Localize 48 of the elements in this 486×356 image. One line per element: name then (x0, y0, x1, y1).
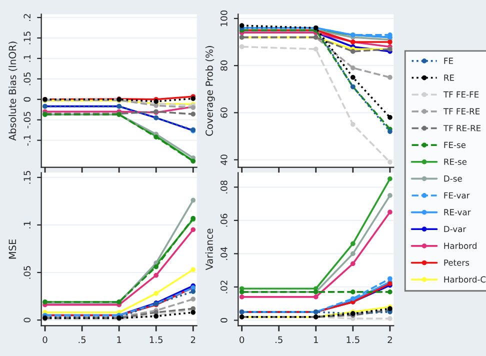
y-tick-label: .04 (220, 247, 228, 260)
legend-label: FE-se (444, 142, 466, 148)
x-tick-label: 1 (117, 336, 122, 344)
legend-label: TF RE-RE (443, 125, 481, 132)
legend-label: RE (444, 74, 454, 81)
x-tick-label: 0 (42, 336, 48, 344)
x-tick-label: .5 (78, 336, 86, 344)
y-tick-label: .06 (220, 214, 228, 227)
y-tick-label: 0 (220, 318, 228, 323)
y-tick-label: -.05 (24, 112, 31, 128)
y-tick-label: 80 (220, 60, 228, 71)
x-tick-label: 2 (190, 336, 196, 344)
legend-label: Harbord-C (444, 276, 486, 283)
y-tick-label: 0 (24, 97, 31, 102)
y-tick-label: 60 (220, 108, 228, 118)
legend-label: FE (444, 58, 453, 64)
y-tick-label: -.1 (24, 135, 30, 146)
legend-label: RE-var (444, 209, 471, 216)
y-axis-title: Absolute Bias (lnOR) (8, 42, 18, 141)
y-tick-label: .15 (24, 32, 31, 44)
x-tick-label: 2 (388, 336, 392, 344)
y-axis-title: Variance (205, 228, 213, 270)
legend-label: D-se (444, 176, 462, 182)
y-tick-label: 0 (24, 318, 31, 322)
y-tick-label: 40 (220, 154, 228, 166)
legend-label: TF FE-RE (443, 108, 480, 114)
y-tick-label: 100 (220, 10, 228, 26)
legend-label: RE-se (444, 158, 467, 165)
y-tick-label: .05 (24, 72, 31, 86)
x-tick-label: 1 (314, 336, 318, 344)
y-tick-label: .02 (220, 280, 228, 294)
legend-label: Harbord (444, 242, 476, 249)
legend-label: TF FE-FE (443, 91, 479, 98)
y-tick-label: .1 (24, 221, 30, 228)
y-axis-title: MSE (8, 239, 16, 259)
legend-label: Peters (444, 260, 470, 266)
y-tick-label: .15 (24, 171, 31, 184)
legend-label: D-var (444, 226, 466, 232)
y-tick-label: .08 (220, 180, 228, 194)
y-axis-title: Coverage Prob (%) (205, 46, 215, 136)
x-tick-label: .5 (276, 336, 282, 344)
legend-label: FE-var (444, 192, 470, 199)
y-tick-label: .05 (24, 266, 31, 279)
x-tick-label: 1.5 (346, 336, 360, 344)
y-tick-label: .2 (24, 14, 30, 21)
y-tick-label: .1 (24, 54, 30, 62)
x-tick-label: 1.5 (150, 336, 162, 344)
x-tick-label: 0 (240, 336, 244, 344)
